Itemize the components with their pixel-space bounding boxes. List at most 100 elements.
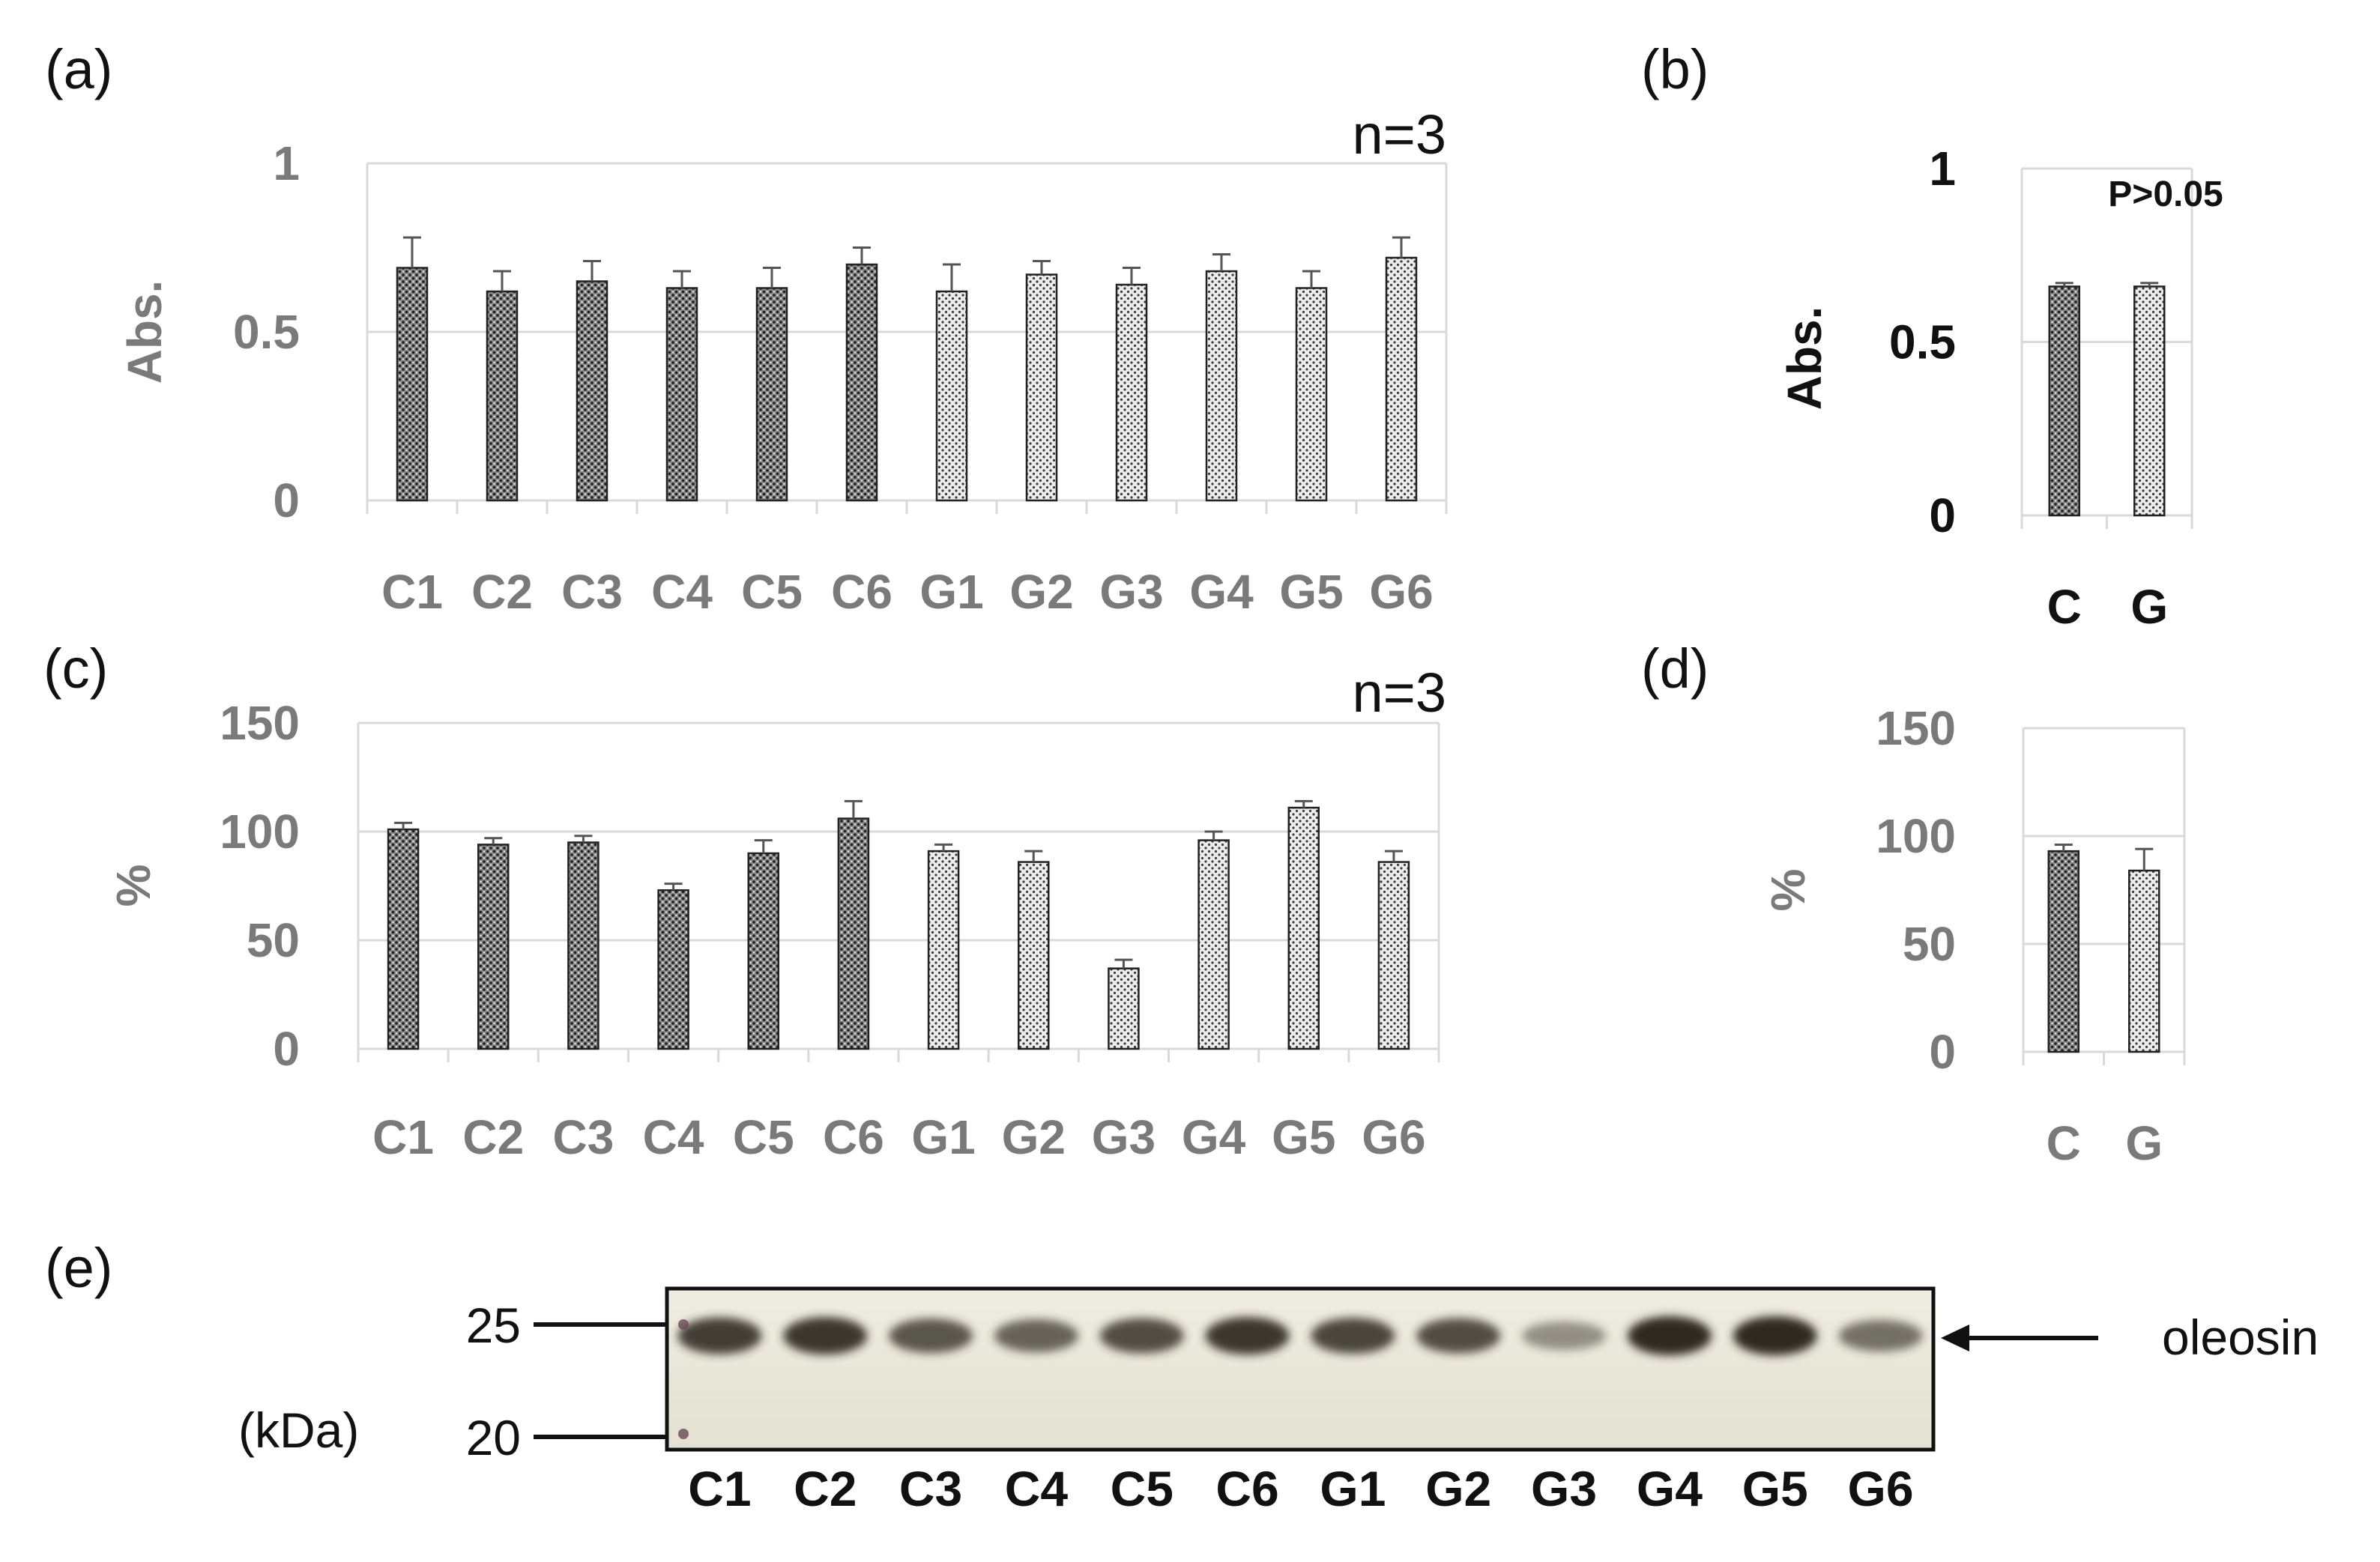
western-blot: 25 20 (kDa) oleosin C1 C2 C3 C4 C5 C6 G1 G2 G3 G4…	[238, 1286, 2319, 1516]
bar-C1	[387, 828, 420, 1050]
bar-C5	[747, 852, 779, 1050]
band-C6	[1205, 1317, 1290, 1354]
x-tick-label-C3: C3	[561, 565, 623, 619]
panel-label-e: (e)	[45, 1237, 112, 1299]
lane-label-C6: C6	[1215, 1461, 1278, 1516]
panel-label-a: (a)	[45, 38, 112, 100]
lane-label-G5: G5	[1742, 1461, 1808, 1516]
x-tick-label-G5: G5	[1279, 565, 1343, 619]
bar-C4	[657, 889, 689, 1050]
y-tick-label: 50	[247, 913, 300, 967]
x-tick-label-G1: G1	[919, 565, 983, 619]
x-tick-label-G6: G6	[1362, 1110, 1425, 1164]
x-tick-label-C5: C5	[733, 1110, 794, 1164]
lane-label-C5: C5	[1111, 1461, 1174, 1516]
chart-d: 0 50 100 150% C G	[1761, 701, 2186, 1170]
lane-label-C3: C3	[899, 1461, 962, 1516]
annotation-n-c: n=3	[1352, 662, 1446, 724]
lane-label-G2: G2	[1425, 1461, 1491, 1516]
y-tick-label: 100	[1876, 809, 1956, 863]
bar-C6	[837, 817, 870, 1050]
oleosin-arrow-icon	[1941, 1325, 1969, 1351]
band-G6	[1838, 1320, 1923, 1351]
chart-c: 0 50 100 150% C1 C2 C3 C4 C5 C6 G1 G2 G3 G4 G5 G6	[106, 696, 1440, 1164]
y-tick-label: 100	[220, 805, 300, 859]
band-C4	[994, 1319, 1078, 1352]
x-tick-label-C3: C3	[553, 1110, 614, 1164]
x-tick-label-C: C	[2047, 1116, 2081, 1170]
band-C2	[783, 1317, 868, 1354]
bar-C	[2048, 285, 2080, 517]
x-tick-label-C4: C4	[643, 1110, 704, 1164]
ladder-mark-20	[678, 1429, 689, 1439]
lane-label-C2: C2	[794, 1461, 857, 1516]
marker-label-25: 25	[466, 1298, 521, 1353]
chart-a: 0 0.5 1 Abs. C1 C2 C3 C4 C5 C6 G1 G2 G3 G4 G5 G6	[118, 136, 1448, 619]
bar-G2	[1018, 861, 1050, 1050]
x-tick-label-C6: C6	[831, 565, 892, 619]
lane-label-C1: C1	[688, 1461, 751, 1516]
annotation-p-value: P>0.05	[2108, 175, 2223, 214]
y-axis-title: Abs.	[1778, 306, 1831, 411]
y-tick-label: 0	[273, 1022, 300, 1076]
blot-membrane	[665, 1286, 1936, 1452]
annotation-n-a: n=3	[1352, 103, 1446, 166]
band-G1	[1311, 1318, 1395, 1354]
bar-G5	[1295, 287, 1328, 502]
x-tick-label-C2: C2	[471, 565, 533, 619]
bar-G4	[1197, 839, 1230, 1050]
bar-G4	[1205, 270, 1238, 502]
bar-G1	[935, 290, 968, 502]
bar-C	[2047, 850, 2080, 1053]
band-C3	[889, 1319, 973, 1353]
x-tick-label-G: G	[2125, 1116, 2163, 1170]
bar-G3	[1108, 967, 1140, 1050]
lane-label-G1: G1	[1320, 1461, 1386, 1516]
y-tick-label: 0	[273, 473, 300, 527]
ladder-mark-25	[678, 1319, 689, 1330]
bar-G6	[1377, 861, 1410, 1050]
blot-lane-labels: C1 C2 C3 C4 C5 C6 G1 G2 G3 G4 G5 G6	[688, 1461, 1913, 1516]
lane-label-G3: G3	[1531, 1461, 1597, 1516]
x-tick-label-C1: C1	[381, 565, 443, 619]
y-tick-label: 1	[273, 136, 300, 190]
panel-label-d: (d)	[1641, 638, 1709, 700]
band-C1	[677, 1317, 762, 1354]
bar-C2	[477, 844, 510, 1050]
band-G2	[1416, 1318, 1501, 1354]
panel-label-b: (b)	[1641, 38, 1709, 100]
bar-G	[2128, 869, 2160, 1053]
band-C5	[1099, 1318, 1184, 1354]
y-axis-title: %	[106, 865, 160, 907]
chart-b: 0 0.5 1 Abs. C G	[1778, 142, 2193, 634]
bar-C3	[567, 841, 599, 1050]
x-tick-label-G3: G3	[1092, 1110, 1156, 1164]
y-tick-label: 0.5	[1889, 315, 1956, 369]
bar-C4	[665, 287, 698, 502]
lane-label-G4: G4	[1637, 1461, 1703, 1516]
marker-label-20: 20	[466, 1410, 521, 1465]
x-tick-label-C: C	[2047, 580, 2082, 634]
y-tick-label: 150	[220, 696, 300, 750]
bar-C1	[396, 267, 429, 502]
band-G5	[1733, 1316, 1817, 1355]
x-tick-label-G5: G5	[1272, 1110, 1335, 1164]
x-tick-label-G3: G3	[1099, 565, 1163, 619]
y-tick-label: 0.5	[233, 305, 300, 359]
y-axis-title: Abs.	[118, 280, 172, 384]
x-tick-label-G6: G6	[1369, 565, 1433, 619]
blot-bands	[677, 1316, 1923, 1355]
x-tick-label-C1: C1	[372, 1110, 434, 1164]
x-tick-label-C6: C6	[823, 1110, 884, 1164]
kda-unit-label: (kDa)	[238, 1402, 359, 1458]
bar-G6	[1385, 256, 1418, 502]
y-axis-title: %	[1761, 869, 1815, 912]
x-tick-label-G2: G2	[1002, 1110, 1066, 1164]
bar-C2	[486, 290, 519, 502]
x-tick-label-G4: G4	[1189, 565, 1254, 619]
panel-label-c: (c)	[43, 638, 108, 700]
bar-G3	[1115, 283, 1148, 502]
x-tick-label-C4: C4	[651, 565, 713, 619]
x-tick-label-C5: C5	[741, 565, 803, 619]
